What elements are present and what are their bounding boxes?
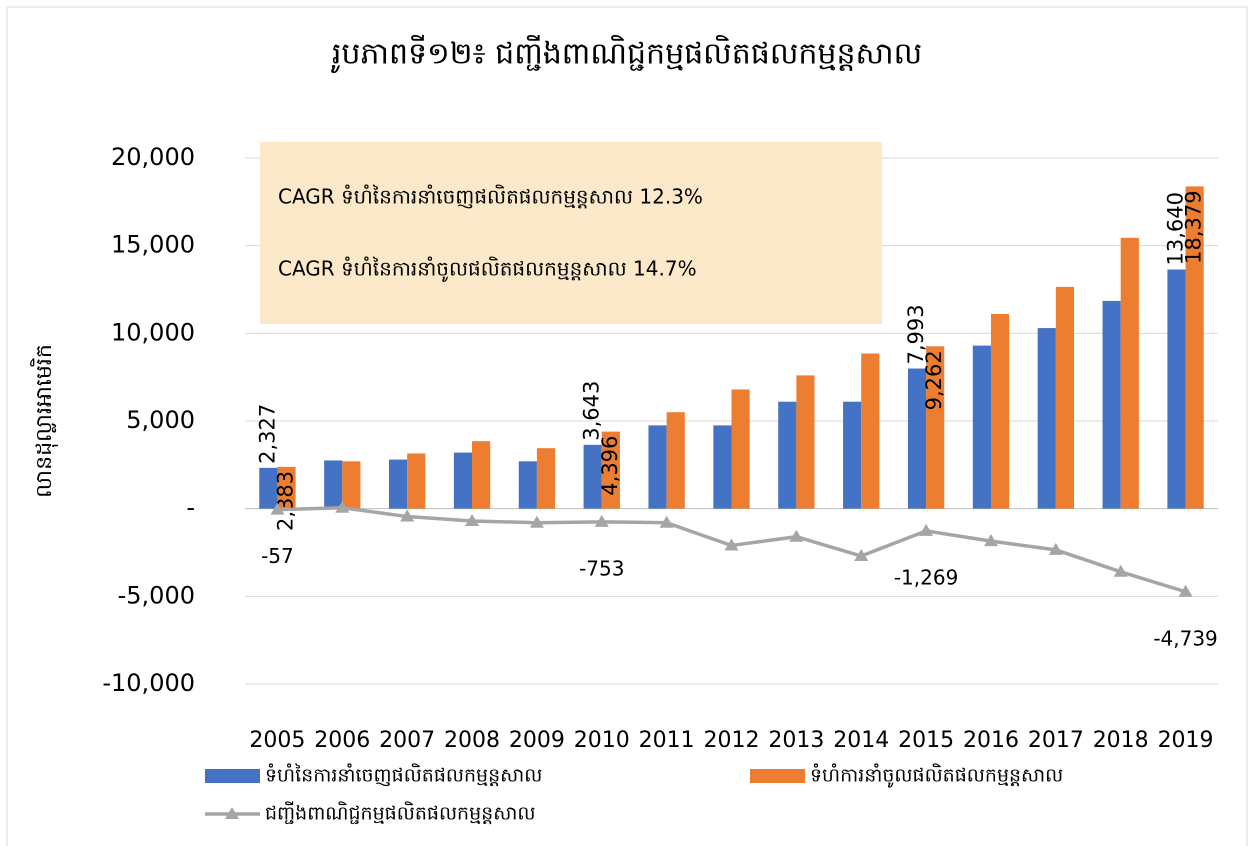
bar (731, 389, 750, 509)
line-marker (465, 513, 480, 526)
data-label: -753 (579, 556, 624, 580)
bar (324, 460, 343, 509)
bar (407, 453, 426, 509)
x-tick-label: 2015 (898, 728, 954, 753)
legend-swatch (750, 769, 805, 783)
line-marker (1178, 584, 1193, 597)
data-label: 3,643 (580, 381, 604, 441)
line-marker (854, 549, 869, 562)
bar (1167, 269, 1186, 509)
line-marker (529, 515, 544, 528)
data-label: 2,327 (255, 404, 279, 464)
y-tick-label: -10,000 (102, 669, 195, 697)
bar (926, 346, 945, 509)
x-tick-label: 2016 (963, 728, 1019, 753)
data-label: -4,739 (1153, 626, 1217, 650)
data-label: -57 (261, 544, 294, 568)
bar (1037, 328, 1056, 509)
line-marker (1048, 542, 1063, 555)
x-tick-label: 2007 (379, 728, 435, 753)
bar (277, 466, 296, 509)
bar (843, 401, 862, 509)
data-label: -1,269 (894, 565, 958, 589)
bar (518, 461, 537, 509)
bar (601, 431, 620, 509)
x-tick-label: 2014 (833, 728, 889, 753)
data-label: 18,379 (1182, 190, 1206, 263)
x-tick-label: 2011 (639, 728, 695, 753)
line-marker (919, 523, 934, 536)
bar (990, 314, 1010, 509)
y-tick-label: - (186, 494, 195, 522)
bar (713, 425, 732, 509)
line-marker (335, 500, 350, 513)
data-label: 9,262 (922, 350, 946, 410)
bar (1102, 300, 1121, 509)
data-label: 13,640 (1163, 192, 1187, 265)
line-marker (1113, 564, 1128, 577)
x-tick-label: 2019 (1158, 728, 1214, 753)
line-marker (594, 514, 609, 527)
legend-swatch (225, 807, 239, 819)
data-label: 7,993 (904, 304, 928, 364)
bar (389, 459, 408, 509)
line-marker (659, 515, 674, 528)
bar (907, 368, 927, 509)
bar (1185, 186, 1204, 509)
y-tick-label: -5,000 (118, 581, 195, 609)
x-tick-label: 2012 (704, 728, 760, 753)
line-marker (270, 502, 285, 515)
x-tick-label: 2009 (509, 728, 565, 753)
bar (1055, 286, 1074, 509)
x-tick-label: 2013 (768, 728, 824, 753)
line-marker (983, 534, 998, 547)
line-marker (789, 529, 804, 542)
y-axis-label: លានដុល្លារអាមេរិក (30, 344, 58, 498)
bar (472, 441, 491, 509)
x-tick-label: 2008 (444, 728, 500, 753)
legend-label: ជញ្ជីងពាណិជ្ជកម្មផលិតផលកម្មន្តសាល (265, 801, 535, 825)
bar (1120, 237, 1139, 509)
bar (648, 425, 667, 509)
legend-label: ទំហំការនាំចូលផលិតផលកម្មន្តសាល (810, 763, 1063, 789)
x-tick-label: 2018 (1093, 728, 1149, 753)
line-marker (400, 509, 415, 522)
data-label: 2,383 (274, 471, 298, 531)
y-tick-label: 20,000 (111, 143, 195, 171)
line-marker (724, 538, 739, 551)
bar (342, 461, 361, 509)
bar (861, 353, 880, 509)
x-tick-label: 2017 (1028, 728, 1084, 753)
annotation: CAGR ទំហំនៃការនាំចេញផលិតផលកម្មន្តសាល 12.… (278, 184, 703, 209)
bar (259, 467, 278, 509)
bar (972, 345, 991, 509)
bar (583, 444, 602, 509)
bar (666, 412, 685, 509)
y-tick-label: 15,000 (111, 231, 195, 259)
legend-label: ទំហំនៃការនាំចេញផលិតផលកម្មន្តសាល (265, 763, 542, 787)
bar (453, 452, 473, 509)
x-tick-label: 2010 (574, 728, 630, 753)
x-tick-label: 2006 (314, 728, 370, 753)
bar (536, 448, 556, 509)
annotation: CAGR ទំហំនៃការនាំចូលផលិតផលកម្មន្តសាល 14.… (278, 256, 697, 283)
bar (778, 401, 797, 509)
y-tick-label: 5,000 (126, 406, 195, 434)
annotation-box (260, 142, 882, 324)
legend-swatch (205, 769, 260, 783)
data-label: 4,396 (598, 436, 622, 496)
y-tick-label: 10,000 (111, 318, 195, 346)
chart-title: រូបភាពទី១២៖ ជញ្ជីងពាណិជ្ជកម្មផលិតផលកម្មន… (330, 35, 922, 74)
bar (796, 375, 815, 509)
x-tick-label: 2005 (249, 728, 305, 753)
